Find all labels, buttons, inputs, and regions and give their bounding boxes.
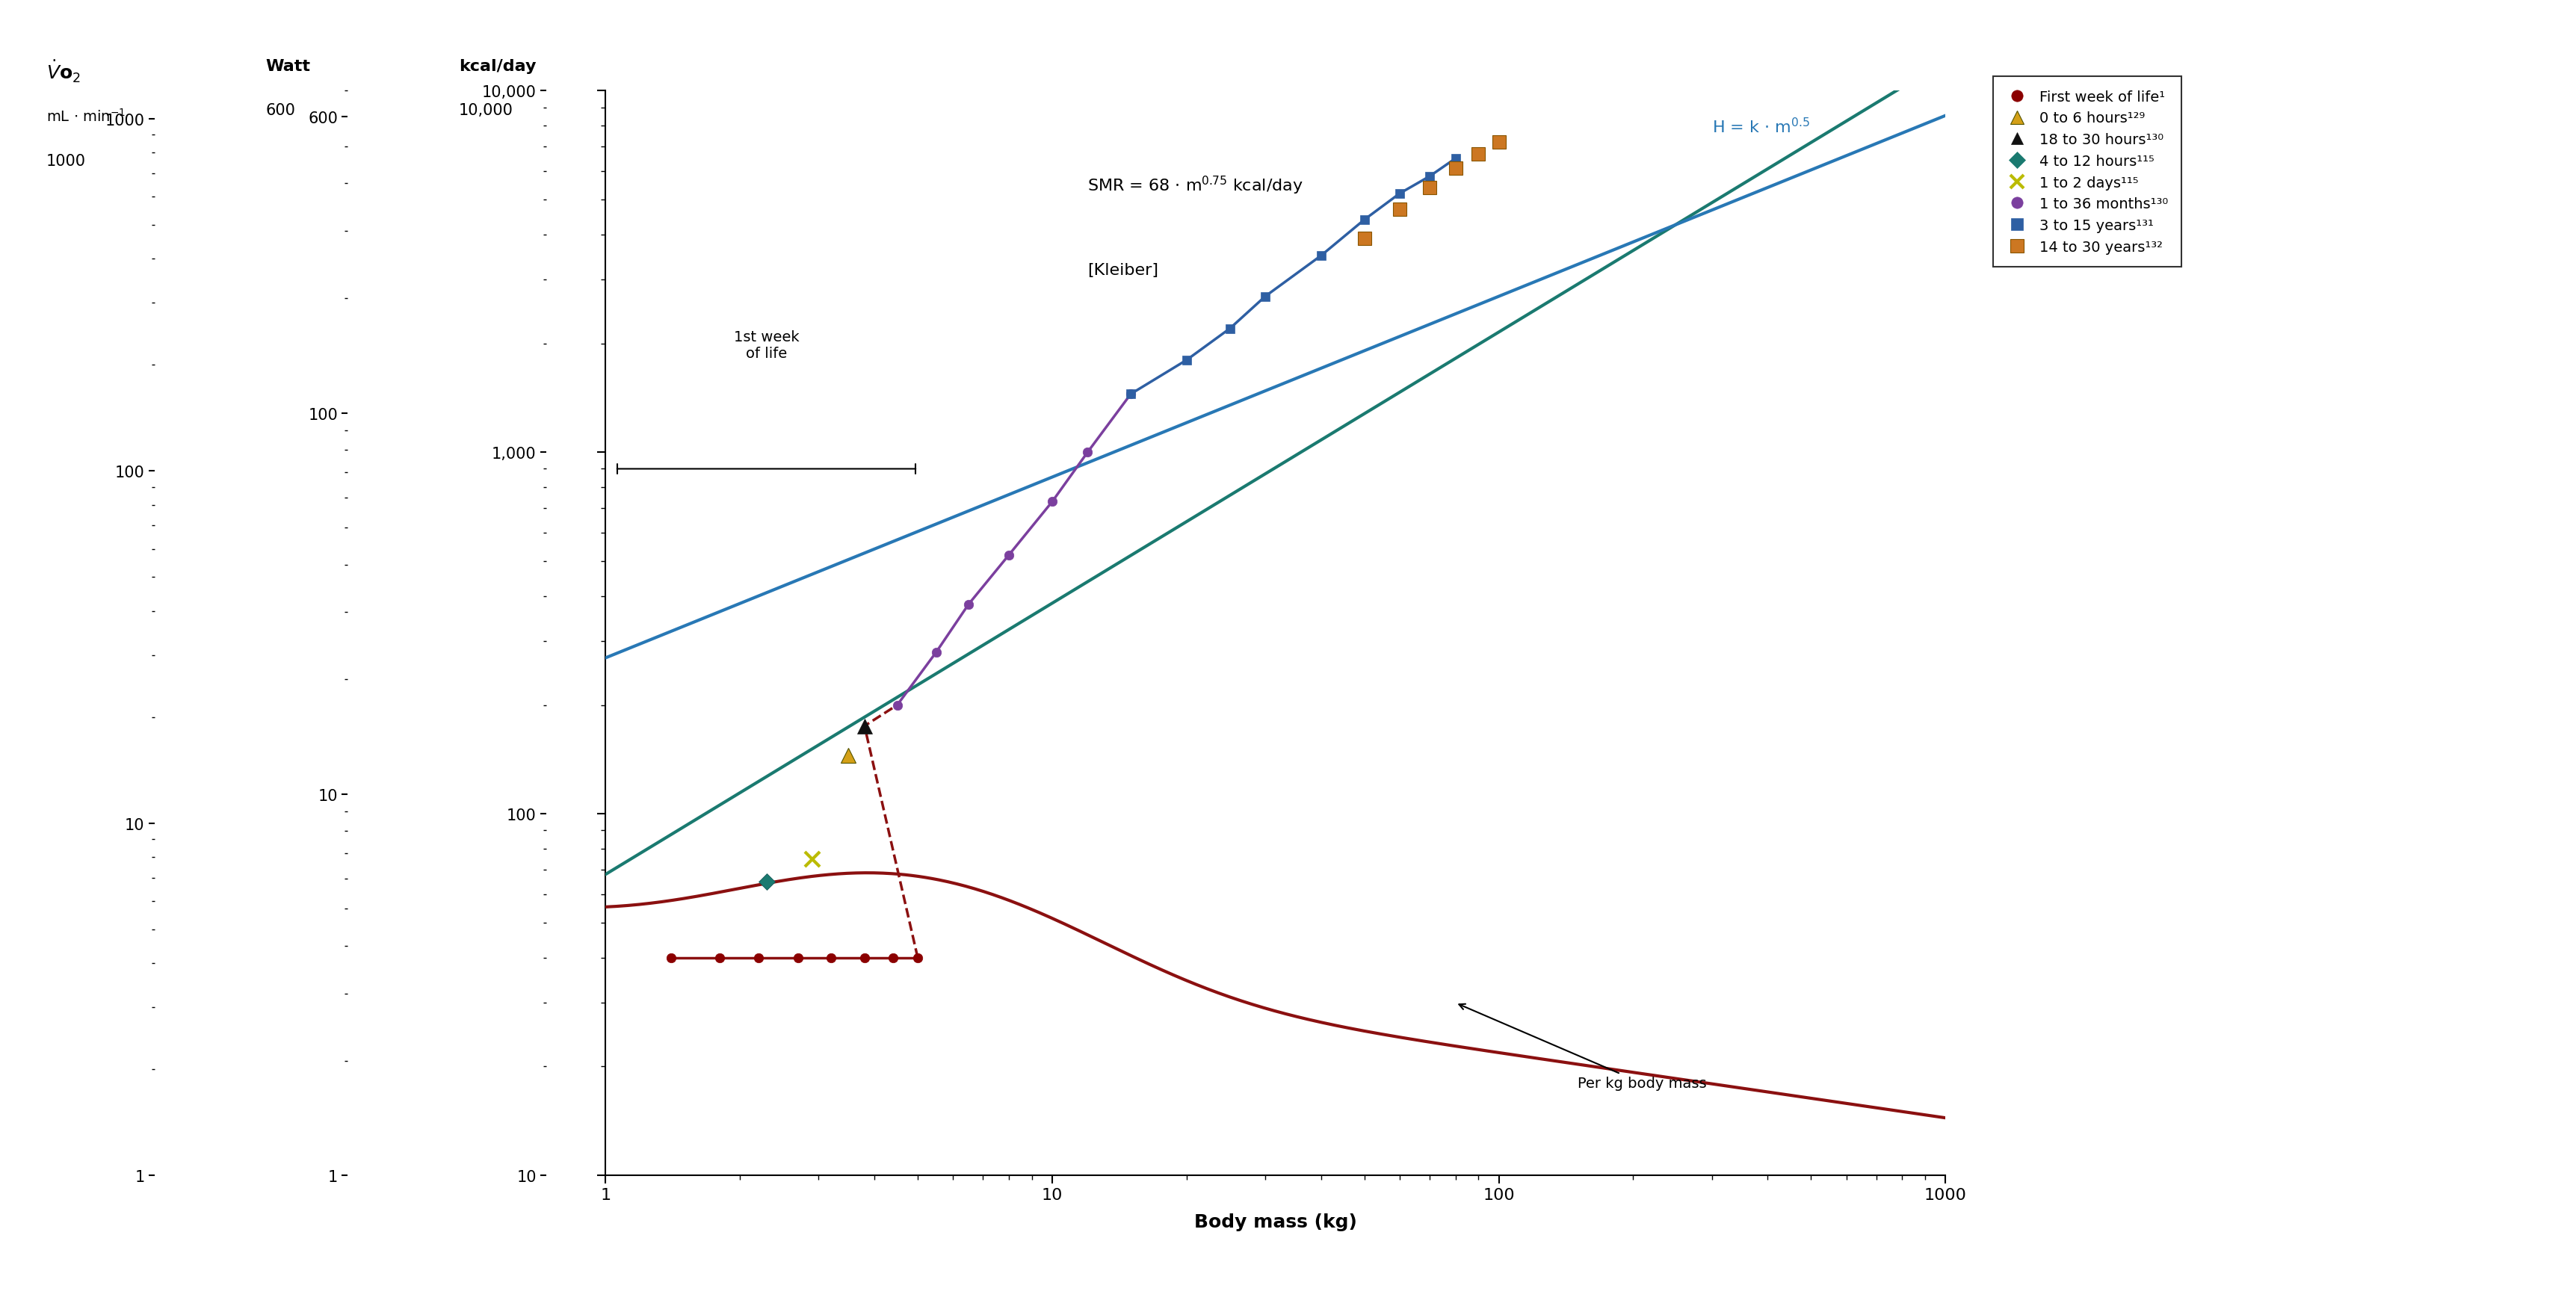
X-axis label: Body mass (kg): Body mass (kg) [1193, 1213, 1358, 1230]
Text: SMR = 68 $\cdot$ m$^{0.75}$ kcal/day: SMR = 68 $\cdot$ m$^{0.75}$ kcal/day [1087, 174, 1303, 196]
Text: 10,000: 10,000 [459, 103, 513, 118]
Text: kcal/day: kcal/day [459, 59, 536, 73]
Text: 1st week
of life: 1st week of life [734, 330, 799, 360]
Legend: First week of life¹, 0 to 6 hours¹²⁹, 18 to 30 hours¹³⁰, 4 to 12 hours¹¹⁵, 1 to : First week of life¹, 0 to 6 hours¹²⁹, 18… [1991, 77, 2179, 268]
Text: Per kg body mass: Per kg body mass [1458, 1004, 1705, 1091]
Text: [Kleiber]: [Kleiber] [1087, 263, 1159, 278]
Text: 1000: 1000 [46, 154, 85, 168]
Text: 600: 600 [265, 103, 296, 118]
Text: $\dot{V}$o$_2$: $\dot{V}$o$_2$ [46, 59, 80, 85]
Text: Watt: Watt [265, 59, 309, 73]
Text: H = k $\cdot$ m$^{0.5}$: H = k $\cdot$ m$^{0.5}$ [1710, 118, 1808, 136]
Text: mL $\cdot$ min$^{-1}$: mL $\cdot$ min$^{-1}$ [46, 108, 126, 125]
